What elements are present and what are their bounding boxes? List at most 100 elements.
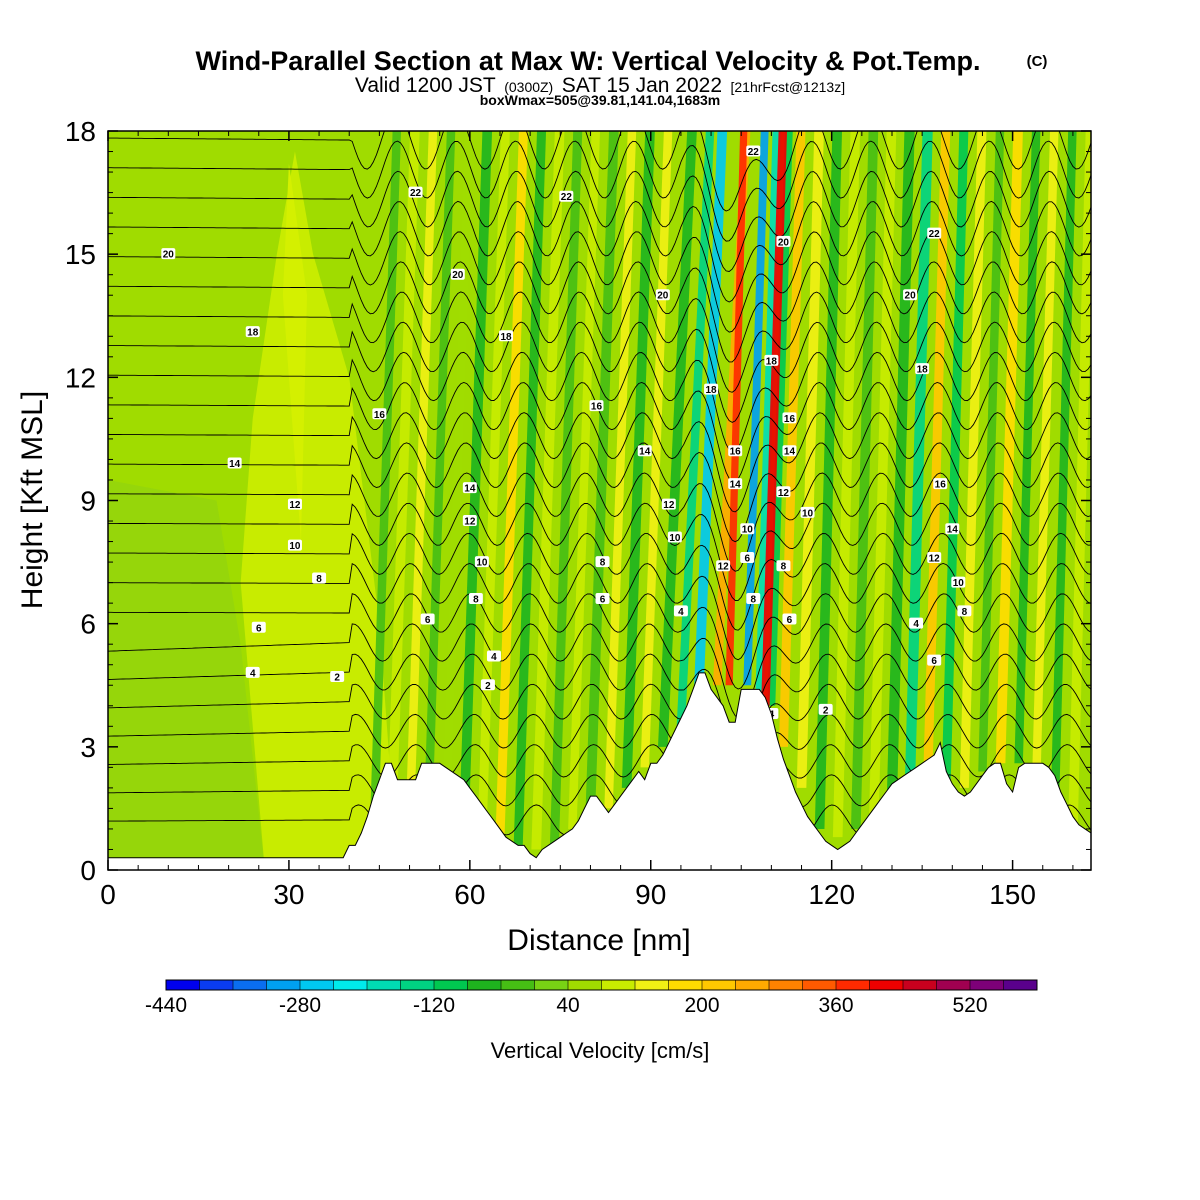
theta-label-text: 18 <box>766 356 778 367</box>
theta-label-text: 14 <box>730 480 742 491</box>
pot-temp-contours <box>108 131 1091 870</box>
colorbar-swatch <box>802 980 837 990</box>
theta-label-bg <box>227 457 242 469</box>
theta-label: 12 <box>661 498 676 511</box>
theta-label-text: 4 <box>491 652 497 663</box>
theta-label-bg <box>245 326 260 338</box>
theta-label: 10 <box>951 576 966 589</box>
theta-label: 18 <box>245 326 260 339</box>
theta-contour <box>108 472 1091 572</box>
theta-label-bg <box>408 186 423 198</box>
colorbar-swatch <box>568 980 602 990</box>
colorbar-swatch <box>936 980 971 990</box>
theta-label-text: 20 <box>778 237 790 248</box>
theta-label-bg <box>927 654 942 666</box>
ww-band <box>850 131 879 829</box>
theta-contour <box>108 532 1091 631</box>
theta-label: 8 <box>595 556 610 569</box>
x-tick-label: 90 <box>635 879 666 910</box>
theta-label: 22 <box>927 227 942 240</box>
theta-label: 20 <box>903 289 918 302</box>
theta-label-text: 22 <box>929 229 941 240</box>
theta-label: 16 <box>728 445 743 458</box>
forecast-info-text: [21hrFcst@1213z] <box>730 79 845 95</box>
theta-label: 10 <box>667 531 682 544</box>
theta-label: 2 <box>480 679 495 692</box>
x-axis-label: Distance [nm] <box>507 924 690 957</box>
theta-label: 22 <box>559 190 574 203</box>
theta-label-text: 8 <box>962 607 968 618</box>
theta-label-bg <box>818 703 833 715</box>
valid-time-text: Valid 1200 JST <box>355 74 496 97</box>
colorbar-swatch <box>534 980 569 990</box>
colorbar-swatch <box>769 980 803 990</box>
theta-label-text: 16 <box>374 410 386 421</box>
theta-label-bg <box>782 613 797 625</box>
theta-label: 6 <box>782 613 797 626</box>
theta-label-text: 16 <box>591 402 603 413</box>
theta-label-text: 2 <box>334 673 340 684</box>
ww-band <box>832 131 861 838</box>
theta-label-text: 14 <box>639 447 651 458</box>
theta-label-text: 12 <box>778 488 790 499</box>
theta-label-bg <box>951 576 966 588</box>
theta-label-bg <box>595 593 610 605</box>
theta-label-text: 20 <box>905 291 917 302</box>
theta-label-text: 10 <box>802 508 814 519</box>
y-tick-label: 0 <box>80 855 96 886</box>
theta-label-bg <box>486 650 501 662</box>
theta-label-bg <box>927 551 942 563</box>
theta-label: 14 <box>782 445 797 458</box>
ww-band <box>923 131 951 764</box>
colorbar-swatch <box>735 980 770 990</box>
colorbar-swatch <box>869 980 904 990</box>
colorbar-swatch <box>400 980 435 990</box>
theta-label: 16 <box>372 408 387 421</box>
theta-label-bg <box>251 621 266 633</box>
theta-label-text: 18 <box>706 385 718 396</box>
vertical-velocity-bands <box>369 131 1091 850</box>
theta-label: 6 <box>740 551 755 564</box>
x-tick-label: 120 <box>808 879 855 910</box>
ww-band <box>477 131 510 838</box>
ww-band <box>941 131 969 780</box>
theta-label: 14 <box>227 457 242 470</box>
ww-band <box>657 131 697 747</box>
theta-label-bg <box>589 400 604 412</box>
theta-label-bg <box>740 523 755 535</box>
theta-label: 4 <box>486 650 501 663</box>
y-tick-label: 6 <box>80 609 96 640</box>
y-tick-label: 18 <box>65 116 96 147</box>
theta-label: 8 <box>776 560 791 573</box>
theta-label: 2 <box>818 703 833 716</box>
colorbar-tick-label: 200 <box>684 994 719 1017</box>
theta-label: 8 <box>746 593 761 606</box>
colorbar-tick-label: 360 <box>818 994 853 1017</box>
theta-label: 10 <box>800 506 815 519</box>
colorbar-tick-label: 40 <box>556 994 579 1017</box>
theta-contour <box>108 140 1091 242</box>
theta-label-bg <box>637 445 652 457</box>
theta-label-bg <box>474 556 489 568</box>
ww-band <box>1032 131 1059 764</box>
theta-contour <box>108 683 1091 777</box>
theta-label: 14 <box>945 523 960 536</box>
theta-label-bg <box>933 478 948 490</box>
theta-label: 14 <box>462 482 477 495</box>
colorbar-tick-label: -280 <box>279 994 321 1017</box>
theta-label: 12 <box>776 486 791 499</box>
theta-label-text: 10 <box>953 578 965 589</box>
colorbar-swatch <box>467 980 502 990</box>
box-wmax-text: boxWmax=505@39.81,141.04,1683m <box>480 92 721 108</box>
theta-label-bg <box>903 289 918 301</box>
colorbar-label: Vertical Velocity [cm/s] <box>491 1038 710 1063</box>
x-tick-label: 150 <box>989 879 1036 910</box>
theta-label-text: 22 <box>561 192 573 203</box>
ww-band <box>959 131 987 788</box>
theta-label-text: 8 <box>751 595 757 606</box>
theta-label-text: 16 <box>730 447 742 458</box>
theta-label-text: 12 <box>929 553 941 564</box>
theta-label-text: 18 <box>247 328 259 339</box>
colorbar-swatch <box>668 980 703 990</box>
